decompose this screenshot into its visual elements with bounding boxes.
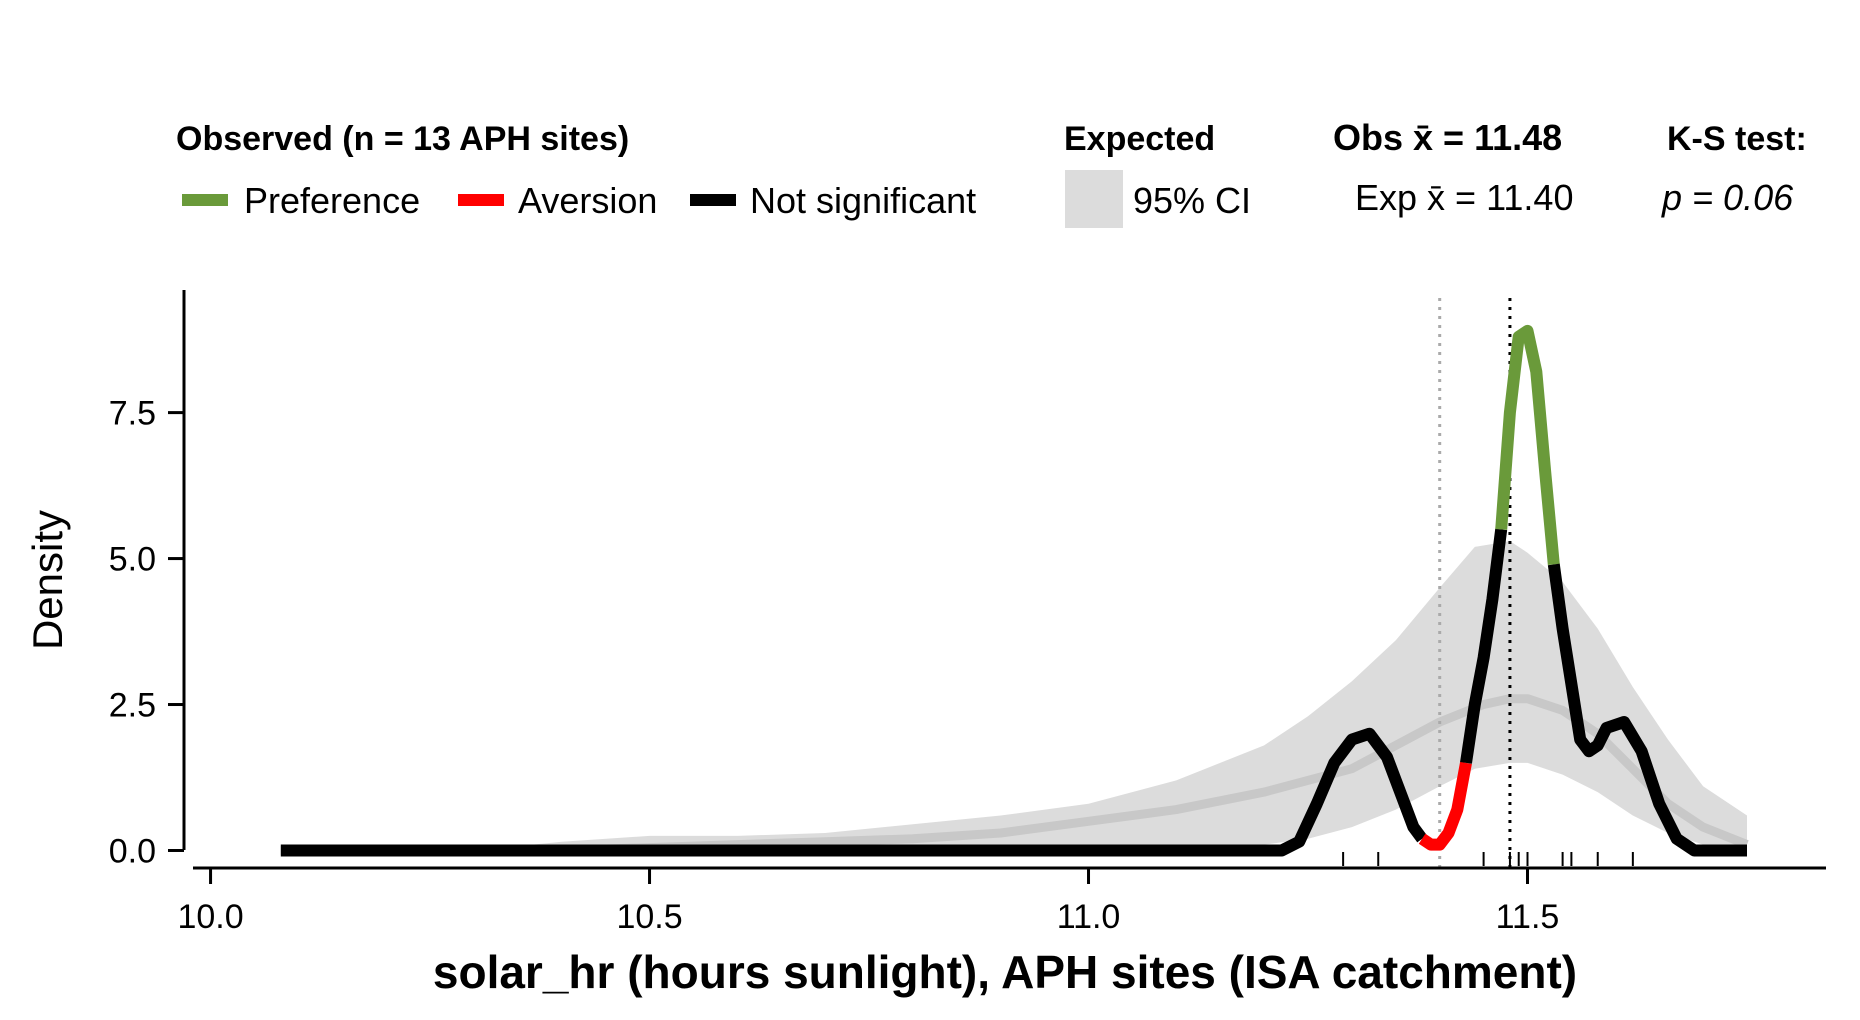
series-preference-3 — [1495, 324, 1560, 565]
legend-ks-title: K-S test: — [1667, 120, 1807, 158]
x-tick-label-3: 11.5 — [1496, 898, 1560, 936]
series-aversion-1 — [1418, 761, 1472, 851]
legend-label-aversion: Aversion — [518, 180, 657, 221]
legend-exp-mean: Exp x̄ = 11.40 — [1355, 177, 1573, 218]
legend-label-not-significant: Not significant — [750, 180, 976, 221]
series-not-significant-0 — [280, 727, 1427, 857]
legend-ci-swatch — [1065, 170, 1123, 228]
series-not-significant-2 — [1460, 528, 1508, 764]
y-tick-label-3: 7.5 — [109, 395, 156, 433]
legend-obs-mean: Obs x̄ = 11.48 — [1333, 117, 1562, 158]
axes — [182, 290, 1826, 870]
y-tick-label-2: 5.0 — [109, 541, 156, 579]
series-not-significant-4 — [1547, 563, 1747, 857]
x-tick-label-2: 11.0 — [1057, 898, 1121, 936]
y-tick-label-1: 2.5 — [109, 687, 156, 725]
y-ticks: 0.0 2.5 5.0 7.5 — [109, 395, 184, 870]
observed-density-series — [280, 324, 1747, 857]
legend-expected-title: Expected — [1064, 120, 1215, 158]
rug-marks — [1342, 852, 1634, 866]
x-tick-label-1: 10.5 — [616, 898, 682, 936]
y-axis-label: Density — [24, 510, 71, 650]
y-tick-label-0: 0.0 — [109, 832, 156, 870]
legend: Observed (n = 13 APH sites) Preference A… — [176, 117, 1807, 228]
legend-ci-label: 95% CI — [1133, 180, 1251, 221]
expected-ci-band — [280, 541, 1747, 851]
x-tick-label-0: 10.0 — [177, 898, 243, 936]
x-ticks: 10.0 10.5 11.0 11.5 — [177, 868, 1559, 936]
ci-band-area — [280, 541, 1747, 851]
legend-ks-p: p = 0.06 — [1661, 177, 1794, 218]
x-axis-label: solar_hr (hours sunlight), APH sites (IS… — [433, 946, 1577, 998]
legend-observed-title: Observed (n = 13 APH sites) — [176, 120, 629, 158]
legend-label-preference: Preference — [244, 180, 420, 221]
